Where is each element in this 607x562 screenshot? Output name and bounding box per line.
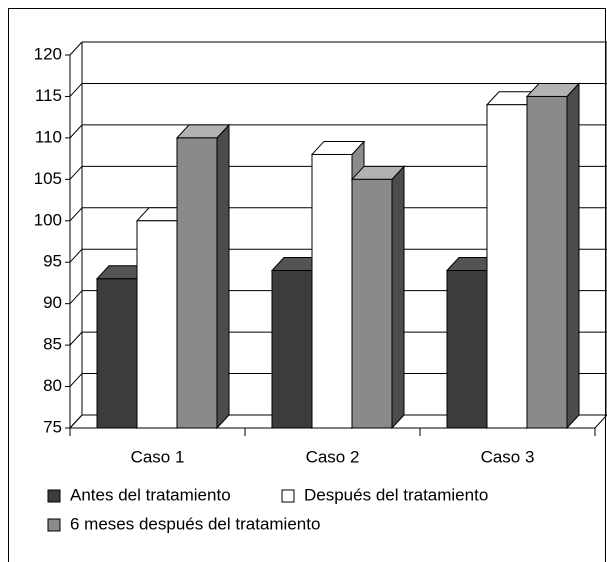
grid-diagonal bbox=[69, 373, 83, 387]
y-tick-label: 80 bbox=[43, 376, 62, 395]
x-tick-label: Caso 3 bbox=[481, 447, 535, 466]
y-tick-label: 75 bbox=[43, 417, 62, 436]
bar bbox=[526, 95, 568, 429]
y-tick-label: 120 bbox=[34, 44, 62, 63]
y-tick-label: 95 bbox=[43, 252, 62, 271]
legend-swatch bbox=[47, 518, 61, 532]
grid-diagonal bbox=[69, 41, 83, 56]
legend-label: Antes del tratamiento bbox=[70, 485, 231, 504]
bar bbox=[446, 270, 488, 429]
bar bbox=[136, 220, 178, 429]
bar-side bbox=[216, 123, 230, 430]
grid-diagonal bbox=[69, 165, 83, 180]
y-tick-label: 110 bbox=[35, 127, 62, 146]
x-tick-label: Caso 2 bbox=[306, 447, 360, 466]
grid-diagonal bbox=[69, 290, 83, 305]
y-tick-label: 85 bbox=[43, 335, 62, 354]
legend-swatch bbox=[281, 489, 295, 503]
grid-diagonal bbox=[69, 331, 83, 346]
y-tick-label: 105 bbox=[34, 169, 62, 188]
grid-diagonal bbox=[69, 414, 83, 429]
y-tick-label: 90 bbox=[43, 293, 62, 312]
y-tick-label: 100 bbox=[34, 210, 62, 229]
legend-label: 6 meses después del tratamiento bbox=[70, 514, 320, 533]
legend-label: Después del tratamiento bbox=[304, 485, 488, 504]
bar bbox=[311, 153, 353, 429]
bar bbox=[176, 137, 218, 429]
bar bbox=[351, 178, 393, 429]
legend-swatch bbox=[47, 489, 61, 503]
bar-side bbox=[566, 82, 580, 430]
y-tick-label: 115 bbox=[35, 86, 62, 105]
grid-diagonal bbox=[69, 248, 83, 263]
bar bbox=[96, 278, 138, 429]
bar bbox=[271, 270, 313, 429]
chart-frame bbox=[8, 8, 606, 562]
grid-diagonal bbox=[69, 207, 83, 222]
bar bbox=[486, 104, 528, 429]
grid-diagonal bbox=[69, 83, 83, 97]
bar-side bbox=[391, 165, 405, 430]
grid-diagonal bbox=[69, 124, 83, 139]
x-tick-label: Caso 1 bbox=[131, 447, 185, 466]
